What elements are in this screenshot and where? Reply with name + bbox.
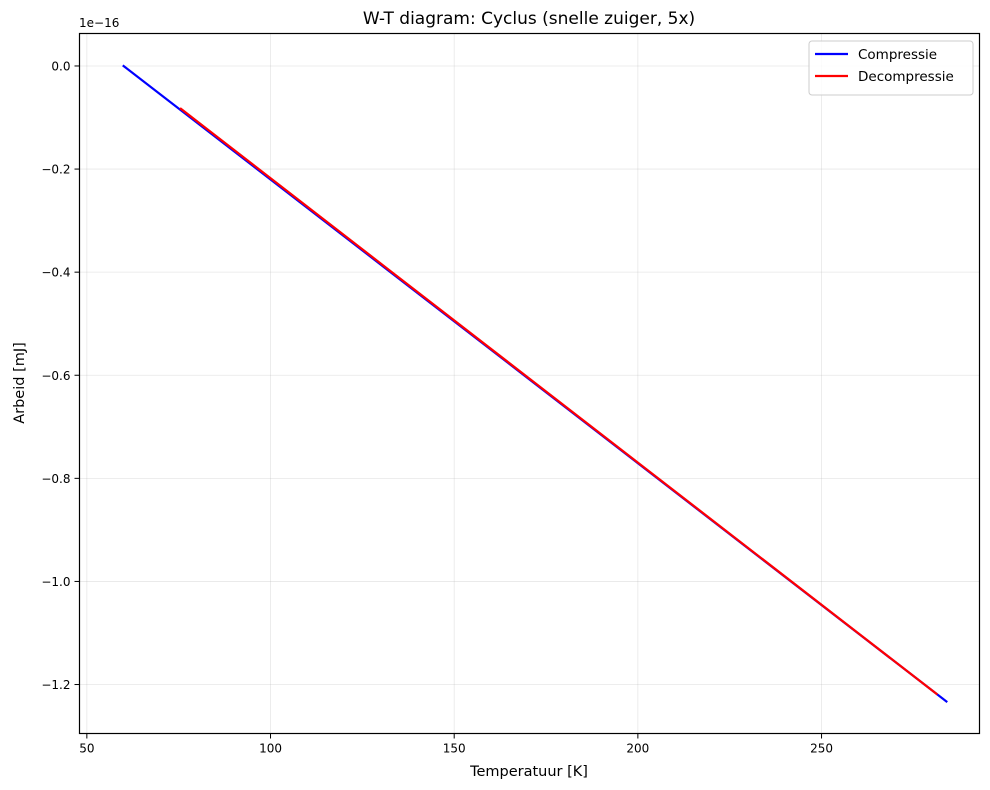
- chart-title: W-T diagram: Cyclus (snelle zuiger, 5x): [363, 9, 695, 29]
- legend: Compressie Decompressie: [808, 40, 974, 96]
- x-tick-label: 200: [626, 742, 649, 756]
- legend-box: [808, 40, 974, 96]
- x-axis-ticks: 50 100 150 200 250: [79, 733, 833, 756]
- y-tick-label: −1.2: [41, 678, 70, 692]
- data-series: [122, 64, 948, 704]
- grid-lines: [79, 33, 980, 734]
- x-tick-label: 100: [259, 742, 282, 756]
- y-tick-label: −0.2: [41, 163, 70, 177]
- legend-label: Decompressie: [858, 69, 954, 85]
- legend-item-compressie: Compressie: [815, 47, 937, 63]
- legend-label: Compressie: [858, 47, 937, 63]
- y-axis-label: Arbeid [mJ]: [12, 342, 28, 424]
- plot-frame: [78, 32, 981, 735]
- y-tick-label: −0.4: [41, 266, 70, 280]
- y-tick-label: −0.6: [41, 369, 70, 383]
- x-tick-label: 150: [443, 742, 466, 756]
- y-tick-label: −1.0: [41, 575, 70, 589]
- y-axis-ticks: 0.0 −0.2 −0.4 −0.6 −0.8 −1.0 −1.2: [41, 59, 80, 692]
- y-offset-label: 1e−16: [79, 16, 119, 30]
- x-tick-label: 250: [810, 742, 833, 756]
- y-tick-label: −0.8: [41, 472, 70, 486]
- x-axis-label: Temperatuur [K]: [469, 764, 588, 780]
- legend-item-decompressie: Decompressie: [815, 69, 954, 85]
- y-tick-label: 0.0: [51, 59, 70, 73]
- series-line-decompressie: [179, 107, 939, 696]
- x-tick-label: 50: [79, 742, 94, 756]
